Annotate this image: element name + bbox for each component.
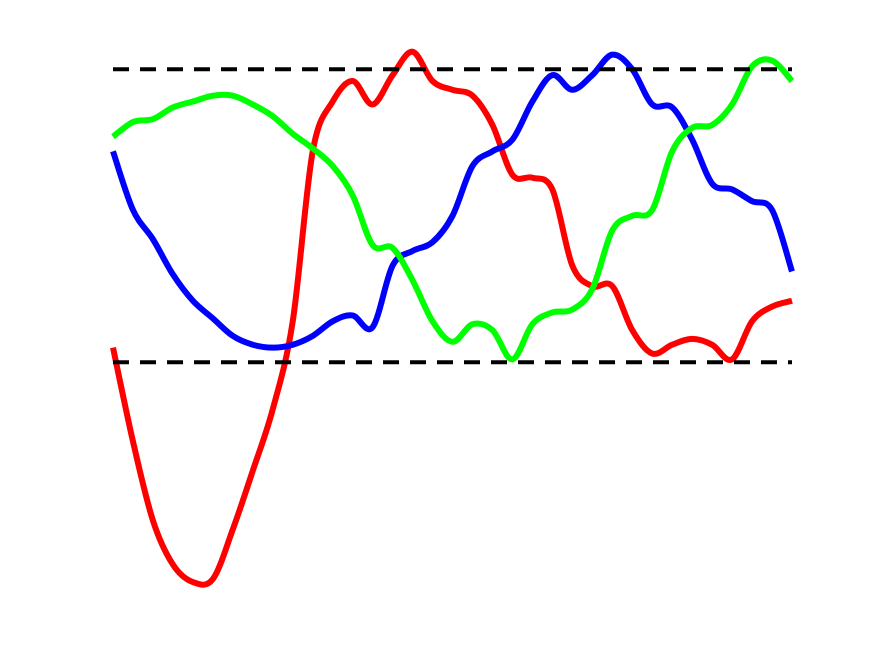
data-line <box>110 51 795 351</box>
data-line <box>110 48 793 588</box>
data-line <box>111 56 795 363</box>
